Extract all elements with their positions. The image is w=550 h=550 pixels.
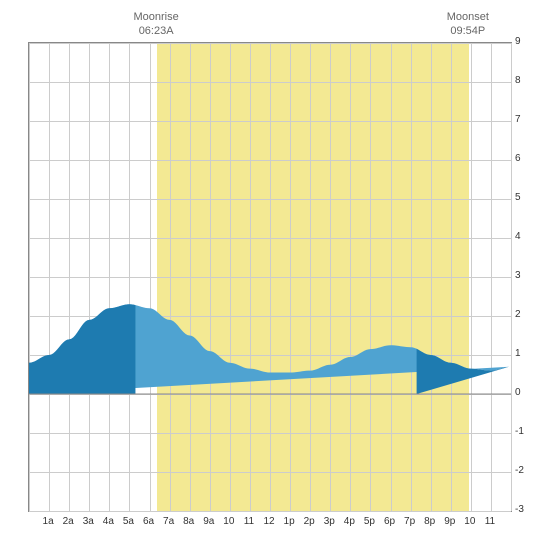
moonset-title: Moonset — [438, 10, 498, 24]
y-tick-label: 5 — [515, 192, 535, 203]
y-tick-label: -1 — [515, 426, 535, 437]
x-tick-label: 8p — [420, 516, 440, 527]
moonset-label: Moonset 09:54P — [438, 10, 498, 39]
moonset-time: 09:54P — [438, 24, 498, 38]
x-tick-label: 4p — [339, 516, 359, 527]
x-tick-label: 12 — [259, 516, 279, 527]
moonrise-title: Moonrise — [126, 10, 186, 24]
x-tick-label: 2a — [58, 516, 78, 527]
x-tick-label: 7a — [159, 516, 179, 527]
x-tick-label: 7p — [400, 516, 420, 527]
x-tick-label: 1a — [38, 516, 58, 527]
y-tick-label: 4 — [515, 231, 535, 242]
y-tick-label: 6 — [515, 153, 535, 164]
x-tick-label: 1p — [279, 516, 299, 527]
y-tick-label: 1 — [515, 348, 535, 359]
x-tick-label: 9p — [440, 516, 460, 527]
y-tick-label: 3 — [515, 270, 535, 281]
x-tick-label: 9a — [199, 516, 219, 527]
x-tick-label: 5p — [359, 516, 379, 527]
tide-curve — [29, 43, 511, 511]
x-tick-label: 5a — [118, 516, 138, 527]
x-tick-label: 10 — [460, 516, 480, 527]
y-tick-label: 0 — [515, 387, 535, 398]
tide-chart: Moonrise 06:23A Moonset 09:54P -3-2-1012… — [10, 10, 540, 540]
x-tick-label: 6a — [139, 516, 159, 527]
y-tick-label: 7 — [515, 114, 535, 125]
x-tick-label: 6p — [380, 516, 400, 527]
y-tick-label: -2 — [515, 465, 535, 476]
x-tick-label: 11 — [239, 516, 259, 527]
y-tick-label: 8 — [515, 75, 535, 86]
x-tick-label: 3a — [78, 516, 98, 527]
moonrise-label: Moonrise 06:23A — [126, 10, 186, 39]
x-tick-label: 10 — [219, 516, 239, 527]
x-tick-label: 3p — [319, 516, 339, 527]
moonrise-time: 06:23A — [126, 24, 186, 38]
x-tick-label: 11 — [480, 516, 500, 527]
y-tick-label: -3 — [515, 504, 535, 515]
plot-area — [28, 42, 512, 512]
x-tick-label: 2p — [299, 516, 319, 527]
y-tick-label: 2 — [515, 309, 535, 320]
x-tick-label: 8a — [179, 516, 199, 527]
x-tick-label: 4a — [98, 516, 118, 527]
y-tick-label: 9 — [515, 36, 535, 47]
